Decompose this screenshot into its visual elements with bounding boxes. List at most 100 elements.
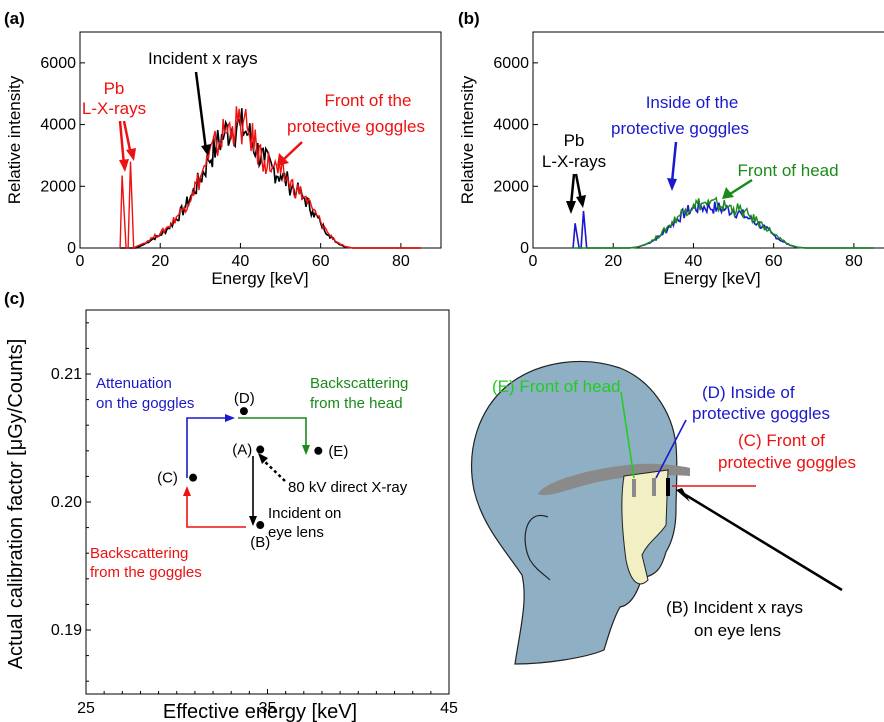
label-front-of-head: (E) Front of head [492, 377, 621, 396]
arrow-pb-b-1 [569, 173, 576, 206]
a-xtick-label: 60 [312, 253, 330, 270]
annotation-incident-2: eye lens [268, 524, 324, 541]
annotation-front-goggles-2: protective goggles [287, 117, 425, 136]
arrowhead-front-head [722, 187, 734, 199]
b-series-2 [573, 196, 874, 249]
c-ytick-label: 0.21 [51, 366, 82, 383]
goggle-lens [621, 469, 669, 585]
arrowhead-incident [201, 144, 211, 156]
c-ytick-label: 0.20 [51, 494, 82, 511]
panel-c-xlabel: Effective energy [keV] [163, 701, 357, 722]
panel-a-frame [79, 31, 442, 249]
arrowhead-front-goggles [277, 153, 289, 166]
annotation-inside-goggles-1: Inside of the [646, 93, 739, 112]
annotation-pb-b: Pb [564, 131, 585, 150]
a-series-2 [119, 106, 421, 250]
pointerhead-80kv [258, 453, 268, 464]
label-inside-goggles-1: (D) Inside of [702, 383, 795, 402]
a-xtick-label: 40 [232, 253, 250, 270]
annotation-backscatter-goggles-1: Backscattering [90, 545, 188, 562]
arrow-c-to-d [186, 417, 228, 478]
arrowhead-inside-goggles [667, 178, 677, 191]
arrow-incident-eye [683, 492, 843, 592]
a-ytick-label: 0 [67, 240, 76, 257]
panel-a-series [119, 106, 421, 250]
arrowhead-pb-a-2 [126, 148, 136, 161]
arrow-front-goggles [282, 141, 303, 161]
annotation-backscatter-goggles-2: from the goggles [90, 564, 202, 581]
a-xtick-label: 80 [392, 253, 410, 270]
b-xtick-label: 40 [685, 253, 703, 270]
arrowhead-pb-b-1 [566, 201, 576, 214]
point-b [256, 521, 265, 530]
annotation-inside-goggles-2: protective goggles [611, 119, 749, 138]
arrow-inside-goggles [670, 141, 678, 183]
panel-c-points: (A) (B) (C) (D) (E) [157, 390, 348, 551]
arrowhead-a-to-b [249, 516, 257, 526]
pointer-80kv [261, 458, 286, 482]
c-xtick-label: 45 [440, 700, 458, 717]
panel-a-ticks: 0 20 40 60 80 0 2000 4000 6000 [40, 55, 409, 270]
a-ytick-label: 2000 [40, 178, 76, 195]
panel-c-ticks: 25 35 45 0.19 0.20 0.21 [51, 322, 458, 717]
panel-b-series [572, 196, 874, 249]
panel-a-xlabel: Energy [keV] [211, 269, 308, 288]
panel-b-label: (b) [458, 9, 480, 28]
panel-a-label: (a) [4, 9, 25, 28]
b-ytick-label: 2000 [493, 178, 529, 195]
panel-c-ylabel: Actual calibration factor [μGy/Counts] [5, 339, 27, 670]
b-ytick-label: 0 [520, 240, 529, 257]
point-d [239, 407, 248, 416]
annotation-attenuation-1: Attenuation [96, 375, 172, 392]
arrowhead-c-to-d [225, 414, 235, 422]
annotation-attenuation-2: on the goggles [96, 395, 194, 412]
head-diagram: (E) Front of head (D) Inside of protecti… [471, 360, 856, 665]
label-front-goggles-2: protective goggles [718, 453, 856, 472]
goggle-strap [538, 463, 690, 496]
label-incident-1: (B) Incident x rays [666, 598, 803, 617]
label-inside-goggles-2: protective goggles [692, 404, 830, 423]
arrow-pb-b-2 [574, 173, 583, 201]
panel-c-arrows [183, 414, 310, 528]
annotation-80kv: 80 kV direct X-ray [288, 479, 408, 496]
ear [524, 514, 551, 581]
point-a [256, 445, 265, 454]
a-xtick-label: 20 [151, 253, 169, 270]
point-label: (A) [232, 442, 252, 459]
b-ytick-label: 6000 [493, 55, 529, 72]
point-e [314, 446, 323, 455]
panel-c: (c) 25 35 45 0.19 0.20 0.21 (A) (B) (C) (D) (E) A… [4, 289, 458, 722]
b-xtick-label: 60 [765, 253, 783, 270]
pointer-inside-goggles [655, 419, 687, 479]
b-xtick-label: 20 [604, 253, 622, 270]
arrowhead-b-to-c [183, 486, 191, 496]
arrowhead-pb-a-1 [119, 159, 129, 172]
panel-b-frame [532, 31, 884, 249]
arrow-front-head [729, 178, 753, 196]
a-ytick-label: 4000 [40, 117, 76, 134]
dosimeter-c [666, 478, 670, 496]
a-xtick-label: 0 [76, 253, 85, 270]
panel-b-ylabel: Relative intensity [458, 75, 477, 204]
panel-b-xlabel: Energy [keV] [663, 269, 760, 288]
arrow-d-to-e [238, 417, 307, 447]
pointer-front-head [620, 391, 635, 479]
panel-a-ylabel: Relative intensity [5, 75, 24, 204]
point-c [189, 473, 198, 482]
arrow-b-to-c [186, 494, 246, 528]
c-ytick-label: 0.19 [51, 622, 82, 639]
c-xtick-label: 25 [77, 700, 95, 717]
arrow-pb-a-1 [118, 120, 126, 166]
arrowhead-d-to-e [302, 445, 310, 455]
a-ytick-label: 6000 [40, 55, 76, 72]
panel-b-ticks: 0 20 40 60 80 0 2000 4000 6000 [493, 55, 862, 270]
point-label: (E) [328, 443, 348, 460]
annotation-front-goggles-1: Front of the [325, 91, 412, 110]
panel-c-frame [85, 309, 450, 695]
arrowhead-incident-eye [676, 488, 690, 502]
c-xtick-label: 35 [259, 700, 277, 717]
point-label: (B) [250, 534, 270, 551]
